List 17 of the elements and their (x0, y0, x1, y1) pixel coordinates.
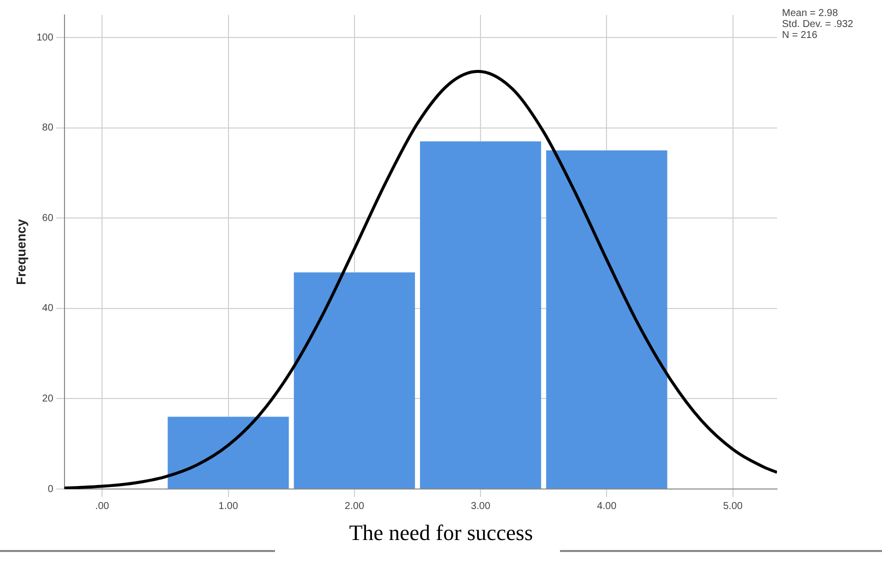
text: Std. Dev. = .932 (782, 19, 854, 30)
y-tick-label: 80 (42, 122, 54, 134)
x-tick-label: .00 (95, 500, 110, 512)
y-tick-label: 0 (48, 484, 54, 495)
y-tick-label: 40 (42, 303, 54, 314)
x-tick-label: 4.00 (596, 500, 617, 512)
x-tick-label: 5.00 (723, 500, 744, 512)
y-tick-label: 20 (42, 393, 54, 404)
y-tick-label: 60 (42, 212, 54, 224)
y-axis-title: Frequency (13, 218, 28, 285)
x-tick-label: 3.00 (470, 500, 491, 512)
text: N = 216 (782, 30, 818, 41)
x-tick-label: 2.00 (344, 500, 365, 512)
x-tick-label: 1.00 (218, 500, 238, 512)
y-tick-label: 100 (36, 32, 54, 44)
text: Mean = 2.98 (782, 8, 839, 19)
x-axis-title: The need for success (348, 520, 534, 546)
